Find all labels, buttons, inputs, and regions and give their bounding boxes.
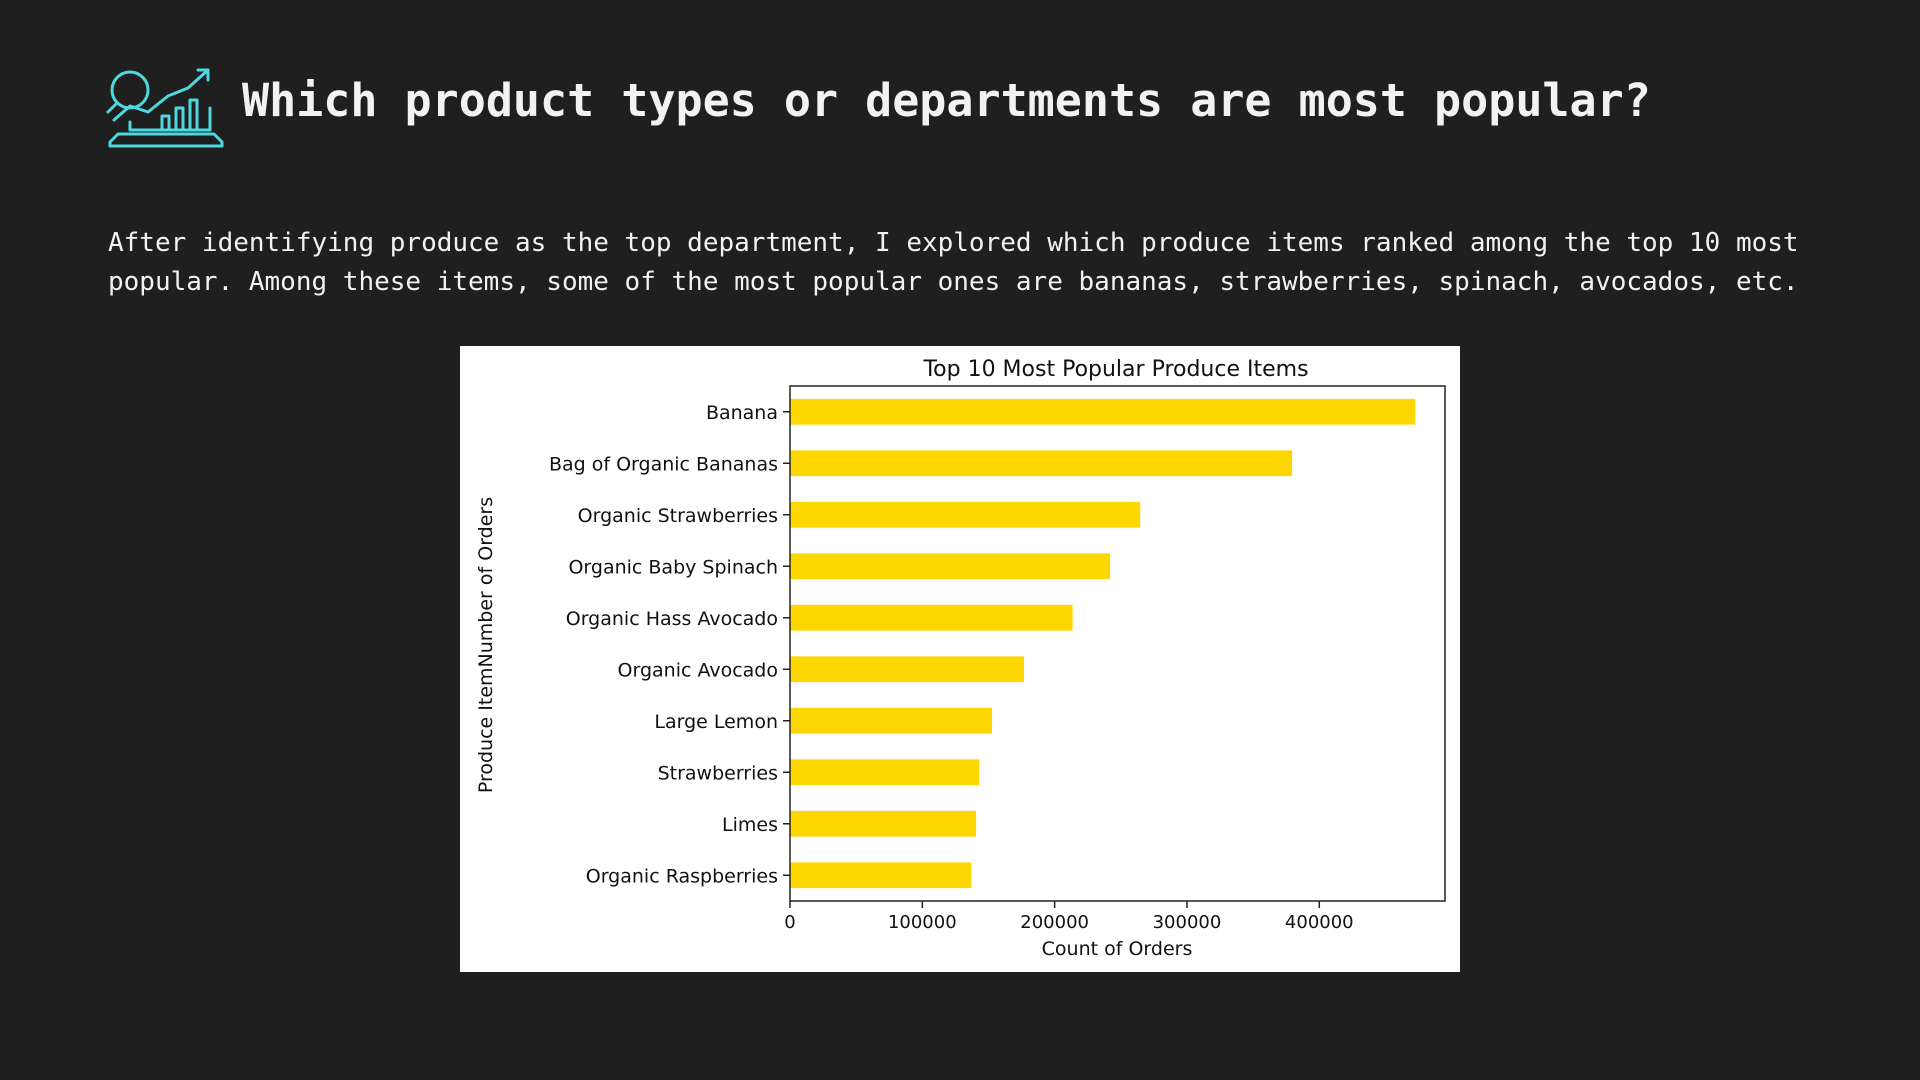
x-tick-label: 0 (784, 912, 795, 933)
plot-frame (789, 385, 1446, 902)
analytics-chart-icon (106, 68, 224, 148)
bar-chart: Top 10 Most Popular Produce Items Produc… (475, 357, 1446, 960)
bar (790, 862, 972, 889)
bar (790, 759, 980, 786)
category-label: Organic Hass Avocado (566, 608, 778, 630)
bar (790, 398, 1416, 425)
y-axis-label: Produce ItemNumber of Orders (475, 497, 497, 793)
bar (790, 707, 993, 734)
bar (790, 553, 1111, 580)
x-tick-label: 100000 (888, 912, 957, 933)
category-labels: Banana Bag of Organic Bananas Organic Stra… (549, 402, 790, 887)
description-text: After identifying produce as the top dep… (108, 228, 1799, 297)
bar (790, 501, 1141, 528)
category-label: Limes (722, 814, 778, 836)
chart-card: Top 10 Most Popular Produce Items Produc… (460, 346, 1460, 972)
category-label: Banana (706, 402, 778, 424)
x-tick-label: 300000 (1153, 912, 1222, 933)
category-label: Organic Strawberries (578, 505, 778, 527)
bar (790, 810, 977, 837)
x-tick-label: 400000 (1285, 912, 1354, 933)
category-label: Bag of Organic Bananas (549, 453, 778, 475)
category-label: Strawberries (658, 762, 778, 784)
bar (790, 604, 1073, 631)
category-label: Organic Baby Spinach (568, 556, 778, 578)
category-label: Large Lemon (654, 711, 778, 733)
bars-group (790, 398, 1416, 889)
chart-title: Top 10 Most Popular Produce Items (922, 357, 1308, 382)
category-label: Organic Raspberries (586, 865, 778, 887)
category-label: Organic Avocado (618, 659, 778, 681)
x-tick-label: 200000 (1020, 912, 1089, 933)
x-ticks: 0 100000 200000 300000 400000 (784, 901, 1354, 933)
bar (790, 656, 1024, 683)
bar (790, 450, 1293, 477)
x-axis-label: Count of Orders (1042, 938, 1193, 960)
page-title: Which product types or departments are m… (242, 74, 1651, 127)
